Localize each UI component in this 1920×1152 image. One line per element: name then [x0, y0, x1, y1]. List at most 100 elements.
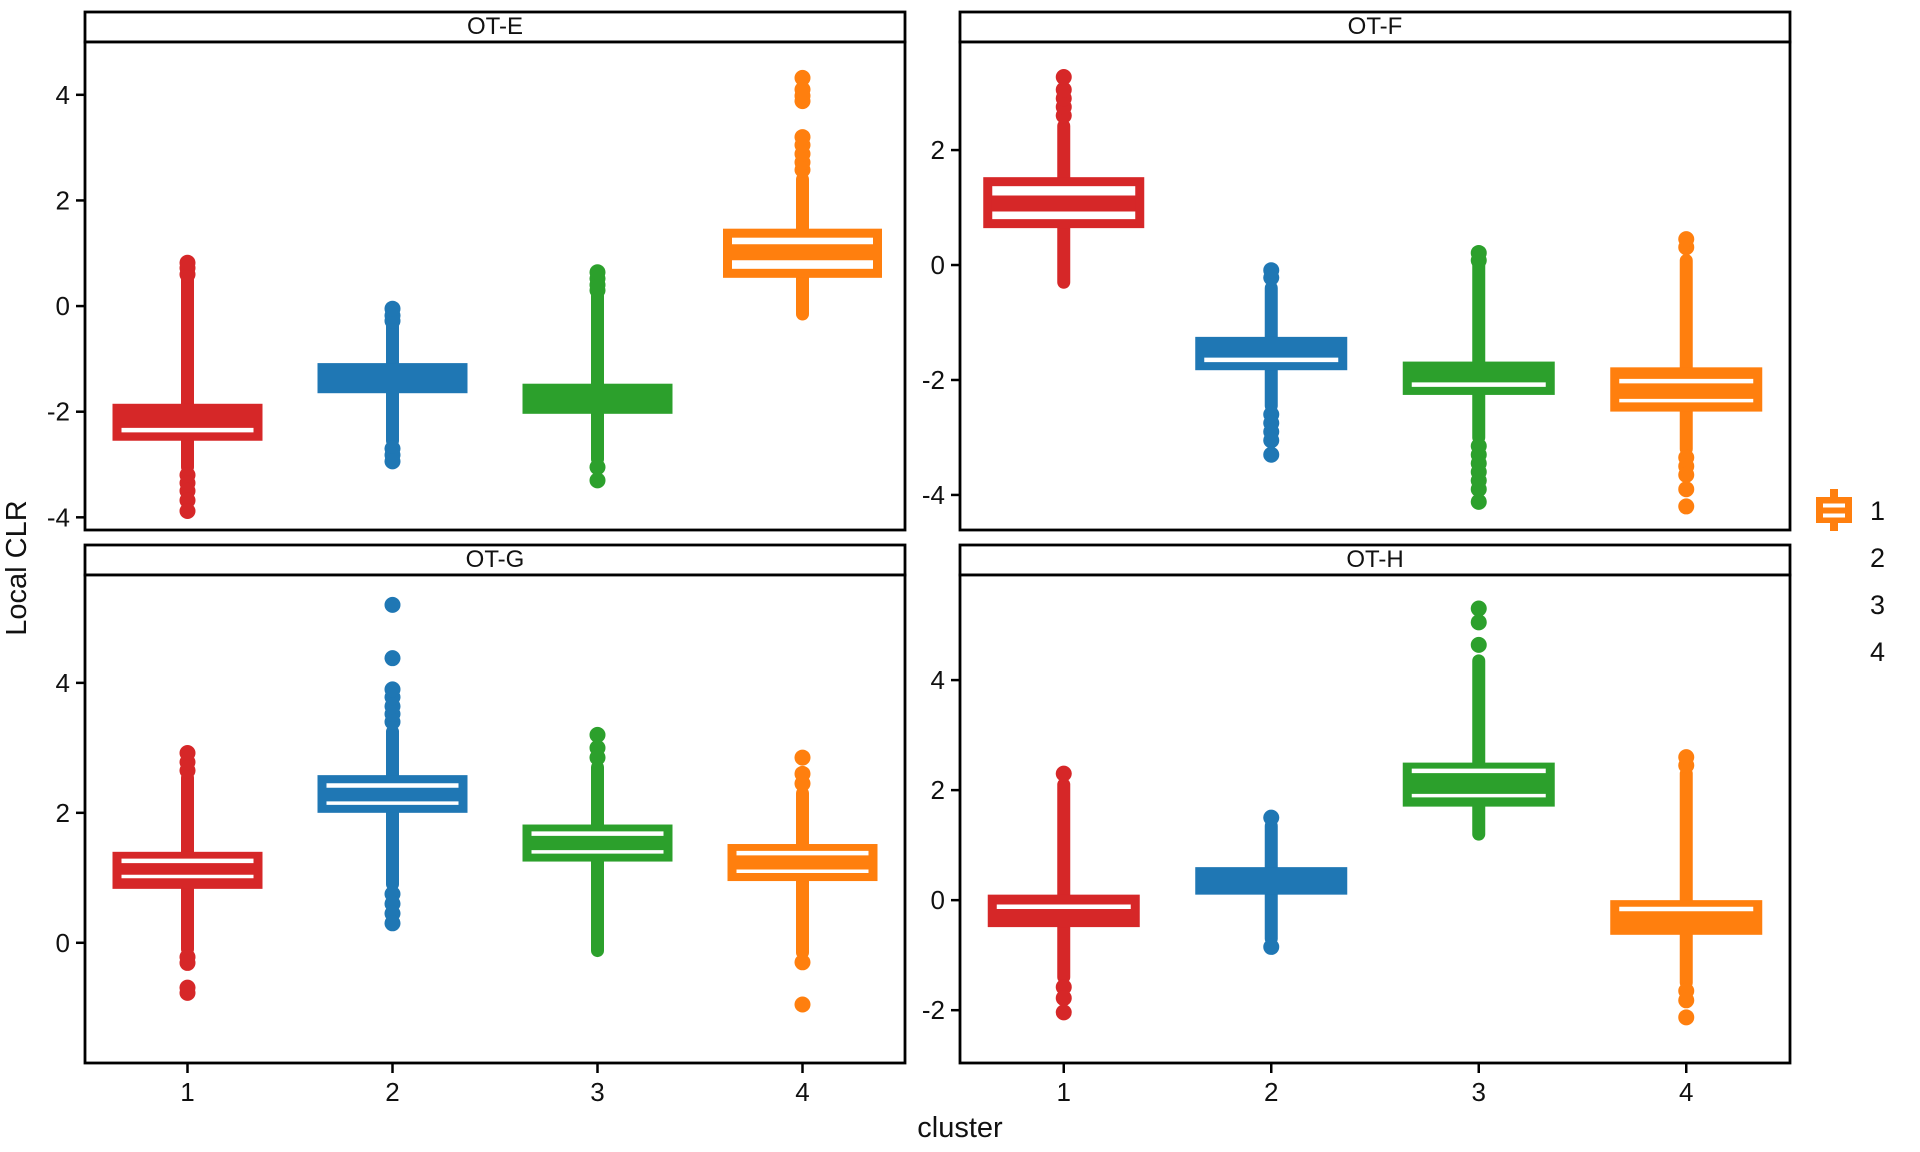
facet-strip [958, 10, 1792, 44]
outlier-dot [589, 264, 606, 281]
legend-entry-3: 3 [1812, 489, 1916, 629]
y-tick-label: 4 [56, 80, 70, 110]
outlier-dot [1678, 231, 1695, 248]
outlier-dot [1055, 979, 1072, 996]
outlier-dot [1678, 498, 1695, 515]
panel-border [958, 40, 1792, 532]
facet-strip [83, 10, 907, 44]
outlier-dot [794, 749, 811, 766]
outlier-dot [1055, 81, 1072, 98]
legend-label: 3 [1870, 590, 1886, 620]
legend-entry-2: 2 [1812, 489, 1916, 582]
y-tick-label: 0 [56, 928, 70, 958]
outlier-dot [1470, 481, 1487, 498]
facet-strip [83, 543, 907, 577]
outlier-dot [1263, 432, 1280, 449]
y-tick-label: -2 [922, 365, 945, 395]
outlier-dot [794, 69, 811, 86]
outlier-dot [179, 984, 196, 1001]
y-tick-label: 2 [56, 185, 70, 215]
outlier-dot [179, 254, 196, 271]
outlier-dot [179, 745, 196, 762]
y-tick-label: 4 [56, 668, 70, 698]
x-tick-label: 4 [795, 1077, 809, 1107]
outlier-dot [1678, 992, 1695, 1009]
box [1402, 361, 1555, 395]
y-axis-title: Local CLR [1, 500, 33, 636]
outlier-dot [1470, 614, 1487, 631]
outlier-dot [179, 954, 196, 971]
outlier-dot [1678, 1009, 1695, 1026]
box [112, 851, 263, 889]
outlier-dot [589, 459, 606, 476]
legend: 1 2 3 4 [1812, 488, 1916, 676]
y-tick-label: 2 [931, 775, 945, 805]
outlier-dot [1678, 466, 1695, 483]
outlier-dot [794, 81, 811, 98]
legend-label: 1 [1870, 496, 1886, 526]
box [522, 383, 673, 414]
y-tick-label: 0 [931, 250, 945, 280]
outlier-dot [1678, 481, 1695, 498]
outlier-dot [1263, 938, 1280, 955]
outlier-dot [794, 996, 811, 1013]
x-tick-label: 2 [385, 1077, 399, 1107]
y-tick-label: -2 [47, 397, 70, 427]
y-tick-label: 2 [931, 135, 945, 165]
outlier-dot [179, 502, 196, 519]
boxplot-key-icon [1812, 489, 1856, 581]
box [522, 824, 673, 862]
y-tick-label: 0 [56, 291, 70, 321]
outlier-dot [794, 954, 811, 971]
x-tick-label: 2 [1264, 1077, 1278, 1107]
outlier-dot [1055, 765, 1072, 782]
outlier-dot [589, 726, 606, 743]
outlier-dot [589, 739, 606, 756]
legend-label: 4 [1870, 637, 1886, 667]
x-tick-label: 1 [1057, 1077, 1071, 1107]
legend-label: 2 [1870, 543, 1886, 573]
box [317, 775, 468, 813]
outlier-dot [384, 300, 401, 317]
panel-border [83, 40, 907, 532]
outlier-dot [1263, 262, 1280, 279]
box [1610, 900, 1763, 935]
outlier-dot [1470, 600, 1487, 617]
facet-strip [958, 543, 1792, 577]
outlier-dot [1055, 1004, 1072, 1021]
outlier-dot [384, 453, 401, 470]
outlier-dot [384, 596, 401, 613]
outlier-dot [384, 915, 401, 932]
x-tick-label: 4 [1679, 1077, 1693, 1107]
outlier-dot [1263, 809, 1280, 826]
panel-border [83, 573, 907, 1065]
boxplot-key-icon [1812, 489, 1856, 675]
y-tick-label: -2 [922, 995, 945, 1025]
outlier-dot [794, 129, 811, 146]
box [727, 844, 878, 882]
panel-border [958, 573, 1792, 1065]
y-tick-label: -4 [922, 480, 945, 510]
box [1610, 367, 1763, 412]
outlier-dot [1055, 69, 1072, 86]
outlier-dot [1470, 493, 1487, 510]
y-tick-label: 2 [56, 798, 70, 828]
outlier-dot [1263, 446, 1280, 463]
box [1195, 867, 1348, 895]
outlier-dot [384, 650, 401, 667]
x-tick-label: 3 [1472, 1077, 1486, 1107]
box [987, 894, 1140, 928]
y-tick-label: -4 [47, 502, 70, 532]
x-tick-label: 1 [180, 1077, 194, 1107]
outlier-dot [794, 765, 811, 782]
outlier-dot [1055, 990, 1072, 1007]
outlier-dot [1470, 636, 1487, 653]
boxplot-glyph [1816, 489, 1852, 531]
outlier-dot [589, 472, 606, 489]
y-tick-label: 4 [931, 665, 945, 695]
box [1195, 336, 1348, 371]
x-axis-title: cluster [917, 1112, 1003, 1144]
y-tick-label: 0 [931, 885, 945, 915]
